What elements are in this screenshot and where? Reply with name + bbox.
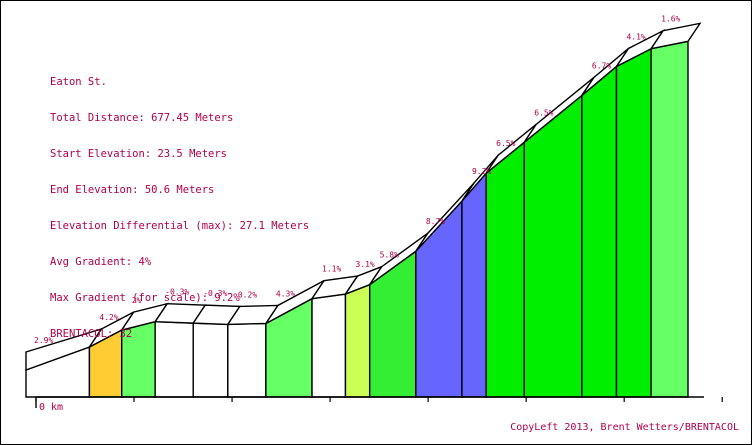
gradient-label: -0.3% [203, 289, 227, 298]
segment-area [615, 47, 652, 398]
gradient-label: 4.3% [276, 289, 295, 298]
gradient-label: 4.2% [99, 313, 118, 322]
gradient-label: 5.8% [380, 251, 399, 260]
segment-area [485, 140, 525, 398]
max-gradient: Max Gradient (for scale): 9.2% [50, 292, 240, 304]
segment-area [311, 293, 347, 398]
route-info: Eaton St. Total Distance: 677.45 Meters … [50, 52, 309, 364]
gradient-label: 6.7% [592, 61, 611, 70]
segment-area [344, 283, 371, 398]
segment-area [461, 171, 487, 398]
avg-gradient: Avg Gradient: 4% [50, 256, 152, 268]
gradient-label: 1.6% [661, 15, 680, 24]
elevation-differential: Elevation Differential (max): 27.1 Meter… [50, 220, 310, 232]
copyleft-credit: CopyLeft 2013, Brent Wetters/BRENTACOL [510, 422, 739, 433]
gradient-label: 9.2% [472, 167, 491, 176]
gradient-label: 6.5% [534, 108, 553, 117]
gradient-label: 4.1% [626, 32, 645, 41]
gradient-label: 2% [132, 296, 142, 305]
segment-area [650, 40, 689, 398]
gradient-label: 8.7% [426, 217, 445, 226]
gradient-label: 2.9% [34, 336, 53, 345]
brentacol-score: BRENTACOL: 32 [50, 328, 133, 340]
gradient-label: 6.5% [496, 139, 515, 148]
start-elevation: Start Elevation: 23.5 Meters [50, 148, 228, 160]
x-start-label: 0 km [39, 402, 63, 413]
segment-area [523, 93, 583, 398]
end-elevation: End Elevation: 50.6 Meters [50, 184, 215, 196]
street-name: Eaton St. [50, 76, 107, 88]
total-distance: Total Distance: 677.45 Meters [50, 112, 234, 124]
segment-area [415, 199, 463, 398]
gradient-label: -0.3% [165, 288, 189, 297]
road-band-segment [649, 22, 702, 50]
gradient-label: 0.2% [238, 290, 257, 299]
segment-area [581, 64, 618, 398]
gradient-label: 1.1% [322, 265, 341, 274]
gradient-label: 3.1% [355, 260, 374, 269]
